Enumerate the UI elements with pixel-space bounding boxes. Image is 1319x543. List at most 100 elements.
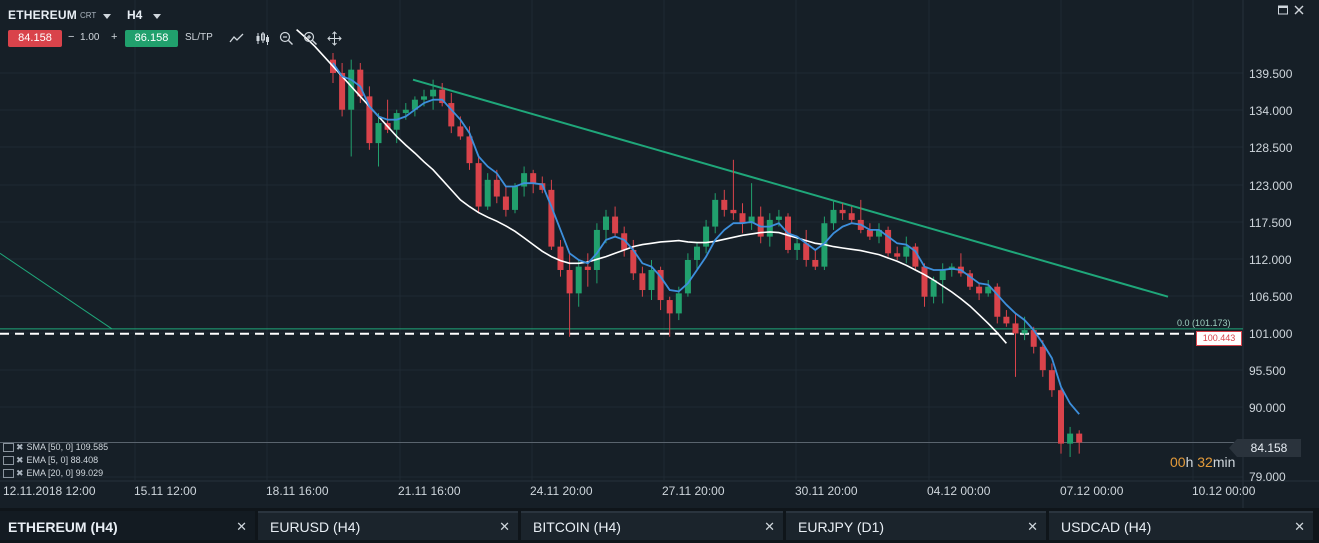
timeframe-label[interactable]: H4: [127, 8, 143, 22]
tab-eurusd[interactable]: EURUSD (H4) ✕: [258, 511, 518, 540]
candle-body: [639, 273, 646, 291]
countdown-hours: 00: [1170, 454, 1186, 470]
date-tick: 18.11 16:00: [266, 484, 329, 498]
close-tab-icon[interactable]: ✕: [499, 519, 510, 534]
candle-body: [484, 179, 491, 207]
date-tick: 04.12 00:00: [927, 484, 991, 498]
price-tick: 112.000: [1249, 253, 1292, 267]
candle-body: [566, 269, 573, 294]
candle-body: [1058, 390, 1064, 444]
candle-body: [493, 179, 500, 197]
candle-countdown: 00h 32min: [1170, 454, 1235, 470]
lot-increase-button[interactable]: +: [111, 31, 118, 43]
candle-body: [530, 173, 537, 184]
tab-eurjpy[interactable]: EURJPY (D1) ✕: [786, 511, 1046, 540]
candle-body: [848, 213, 855, 220]
candle-body: [657, 269, 664, 301]
candle-body: [739, 213, 746, 224]
timeframe-dropdown-icon[interactable]: [153, 14, 161, 19]
candle-body: [803, 243, 810, 260]
tab-label: BITCOIN (H4): [533, 519, 621, 535]
candle-body: [921, 266, 928, 297]
remove-indicator-icon[interactable]: ✖: [16, 442, 24, 452]
remove-indicator-icon[interactable]: ✖: [16, 468, 24, 478]
candle-body: [912, 246, 919, 267]
chart-area[interactable]: [0, 0, 1319, 508]
candle-body: [584, 266, 591, 270]
fib-level-label: 0.0 (101.173): [1177, 318, 1231, 328]
candle-body: [1030, 330, 1037, 347]
price-tick: 134.000: [1249, 104, 1293, 118]
candle-body: [994, 286, 1001, 317]
candle-body: [575, 266, 582, 294]
date-tick: 30.11 20:00: [795, 484, 858, 498]
close-tab-icon[interactable]: ✕: [1027, 519, 1038, 534]
line-chart-icon[interactable]: [229, 31, 244, 46]
lot-decrease-button[interactable]: −: [68, 31, 75, 43]
tab-bitcoin[interactable]: BITCOIN (H4) ✕: [521, 511, 783, 540]
symbol-name[interactable]: ETHEREUM: [8, 8, 77, 22]
sltp-button[interactable]: SL/TP: [185, 32, 213, 43]
candle-body: [402, 109, 409, 114]
candle-body: [1039, 346, 1046, 371]
price-chart[interactable]: [0, 0, 1319, 508]
symbol-dropdown-icon[interactable]: [103, 14, 111, 19]
zoom-out-icon[interactable]: [279, 31, 294, 46]
candle-body: [593, 229, 600, 270]
candle-body: [557, 246, 564, 270]
candle-body: [976, 286, 983, 294]
indicator-settings-icon[interactable]: [3, 443, 14, 453]
tab-ethereum[interactable]: ETHEREUM (H4) ✕: [0, 511, 255, 540]
sell-button[interactable]: 84.158: [8, 30, 62, 47]
tab-label: USDCAD (H4): [1061, 519, 1152, 535]
sma-line: [296, 28, 1008, 344]
lot-size-input[interactable]: 1.00: [80, 32, 100, 43]
candle-body: [684, 259, 691, 294]
countdown-minutes-unit: min: [1212, 454, 1236, 470]
candlestick-icon[interactable]: [255, 31, 270, 46]
candle-body: [357, 69, 364, 97]
price-tick: 117.500: [1249, 216, 1292, 230]
close-icon[interactable]: [1293, 4, 1305, 16]
candle-body: [694, 246, 700, 260]
price-tick: 101.000: [1249, 327, 1293, 341]
maximize-icon[interactable]: [1277, 4, 1289, 16]
date-tick: 24.11 20:00: [530, 484, 593, 498]
candle-body: [903, 246, 910, 257]
candle-body: [1012, 323, 1019, 334]
buy-button[interactable]: 86.158: [125, 30, 178, 47]
price-tick: 128.500: [1249, 141, 1293, 155]
date-tick: 21.11 16:00: [398, 484, 461, 498]
indicator-settings-icon[interactable]: [3, 469, 14, 479]
close-tab-icon[interactable]: ✕: [1294, 519, 1305, 534]
trendline: [412, 78, 1169, 298]
price-tick: 106.500: [1249, 290, 1293, 304]
date-tick: 27.11 20:00: [662, 484, 725, 498]
candle-body: [894, 253, 901, 257]
zoom-in-icon[interactable]: [303, 31, 318, 46]
price-tick: 90.000: [1249, 401, 1286, 415]
remove-indicator-icon[interactable]: ✖: [16, 455, 24, 465]
candle-body: [766, 219, 773, 237]
close-tab-icon[interactable]: ✕: [764, 519, 775, 534]
candle-body: [621, 233, 628, 250]
candle-body: [967, 273, 973, 287]
candle-body: [830, 209, 837, 224]
candle-body: [1067, 433, 1074, 444]
tab-label: EURJPY (D1): [798, 519, 885, 535]
candle-body: [421, 96, 427, 100]
candle-body: [1076, 433, 1083, 443]
date-tick: 10.12 00:00: [1192, 484, 1256, 498]
move-icon[interactable]: [327, 31, 342, 46]
tab-label: EURUSD (H4): [270, 519, 361, 535]
candle-body: [885, 229, 892, 254]
close-tab-icon[interactable]: ✕: [236, 519, 247, 534]
candle-body: [448, 103, 455, 127]
tab-usdcad[interactable]: USDCAD (H4) ✕: [1049, 511, 1313, 540]
indicator-settings-icon[interactable]: [3, 456, 14, 466]
countdown-minutes: 32: [1197, 454, 1213, 470]
date-tick: 12.11.2018 12:00: [3, 484, 96, 498]
candle-body: [1003, 316, 1010, 324]
price-tick: 139.500: [1249, 67, 1293, 81]
candle-body: [548, 189, 555, 247]
